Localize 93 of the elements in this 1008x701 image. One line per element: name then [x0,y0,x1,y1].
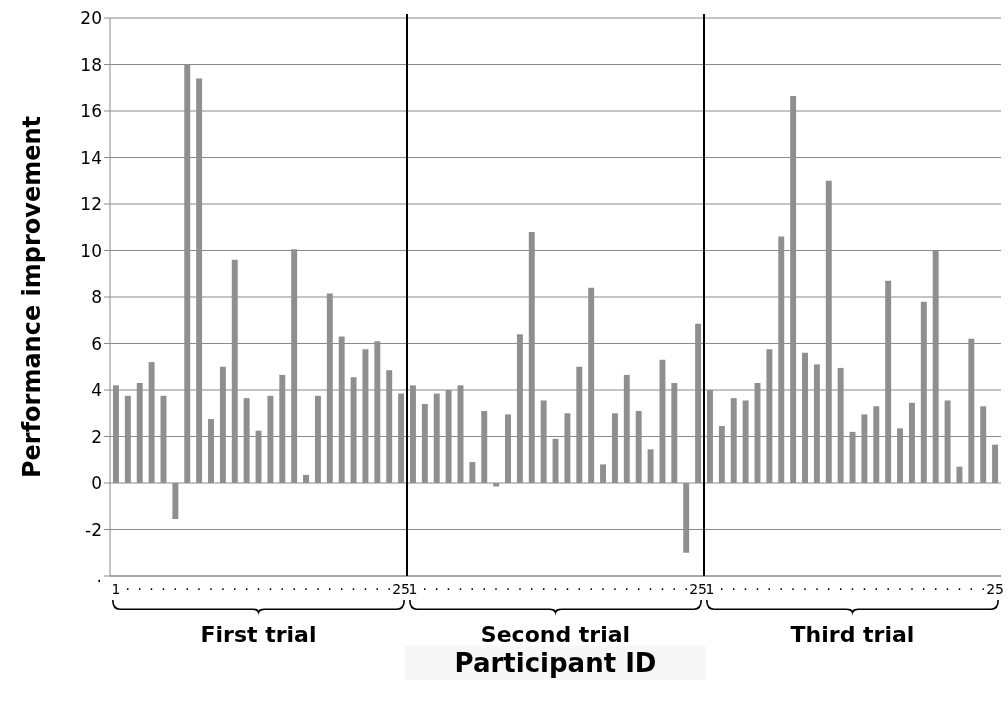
x-tick-label: · [529,580,534,597]
x-tick-label: · [885,580,891,597]
x-tick-label: · [636,580,641,597]
x-tick-label: · [303,580,309,597]
y-tick-label: 20 [80,8,102,29]
x-tick-label: · [565,580,570,597]
x-tick-label: · [588,580,594,597]
x-tick-label: · [743,580,748,597]
x-tick-label: · [897,580,903,597]
text: Third trial [789,622,916,647]
x-tick-label: · [921,580,927,597]
x-tick-label: · [493,580,499,597]
x-tick-label: · [422,580,428,597]
x-tick-label: · [683,580,689,597]
x-tick-label: · [838,580,843,597]
x-tick-label: · [790,580,796,597]
x-tick-label: · [184,580,190,597]
x-tick-label: · [862,580,867,597]
x-tick-label: · [339,580,344,597]
x-tick-label: 25 [689,580,707,597]
x-tick-label: · [957,580,962,597]
x-tick-label: · [577,580,582,597]
x-tick-label: 1 [705,580,715,597]
x-tick-label: · [481,580,487,597]
y-tick-label: 14 [80,147,102,168]
x-tick-label: · [137,580,142,597]
x-tick-label: · [624,580,630,597]
x-tick-label: · [268,580,273,597]
y-tick-label: 16 [80,101,102,122]
y-tick-label: 10 [80,240,102,261]
text: First trial [199,622,318,647]
x-tick-label: · [814,580,820,597]
x-axis-title: Participant ID [404,646,707,680]
x-tick-label: · [719,580,725,597]
x-tick-label: · [672,580,677,597]
x-tick-label: · [850,580,855,597]
x-tick-label: · [327,580,333,597]
x-tick-label: · [220,580,226,597]
y-axis-title: Performance improvement [18,115,46,479]
x-tick-label: · [458,580,463,597]
x-tick-label: · [470,580,475,597]
x-tick-label: · [826,580,831,597]
x-tick-label: · [291,580,297,597]
x-tick-label: · [648,580,653,597]
x-tick-label: · [375,580,380,597]
x-tick-label: · [232,580,237,597]
x-tick-label: 25 [392,580,410,597]
x-tick-label: · [196,580,202,597]
y-tick-label: 18 [80,54,102,75]
x-tick-label: · [517,580,523,597]
y-tick-label: . [96,566,102,587]
x-tick-label: · [600,580,606,597]
x-tick-label: · [125,580,131,597]
x-tick-label: · [244,580,249,597]
x-tick-label: · [363,580,368,597]
x-tick-label: · [778,580,784,597]
x-tick-label: · [256,580,261,597]
x-tick-label: · [945,580,950,597]
x-tick-label: · [980,580,986,597]
x-tick-label: 1 [111,580,121,597]
y-tick-label: 8 [91,287,102,308]
x-tick-label: · [767,580,772,597]
x-tick-label: · [434,580,439,597]
x-tick-label: · [541,580,546,597]
x-tick-label: · [505,580,511,597]
x-tick-label: · [173,580,178,597]
x-tick-label: · [386,580,392,597]
x-tick-label: · [660,580,665,597]
y-tick-label: 0 [91,473,102,494]
x-tick-label: · [909,580,915,597]
x-tick-label: · [731,580,736,597]
x-tick-label: · [315,580,321,597]
x-tick-label: 25 [986,580,1004,597]
x-tick-label: · [969,580,974,597]
x-tick-label: · [351,580,356,597]
x-tick-label: · [280,580,285,597]
x-tick-label: · [208,580,214,597]
y-tick-label: 2 [91,426,102,447]
x-tick-label: · [933,580,938,597]
y-tick-label: -2 [85,519,102,540]
y-tick-label: 12 [80,194,102,215]
x-tick-label: · [553,580,558,597]
x-tick-label: · [755,580,760,597]
x-tick-label: · [612,580,618,597]
y-tick-label: 6 [91,333,102,354]
x-tick-label: · [149,580,154,597]
x-tick-label: · [161,580,166,597]
x-tick-label: 1 [408,580,418,597]
x-tick-label: · [446,580,451,597]
x-tick-label: · [874,580,879,597]
y-tick-label: 4 [91,380,102,401]
text: Second trial [479,622,632,647]
x-tick-label: · [802,580,808,597]
